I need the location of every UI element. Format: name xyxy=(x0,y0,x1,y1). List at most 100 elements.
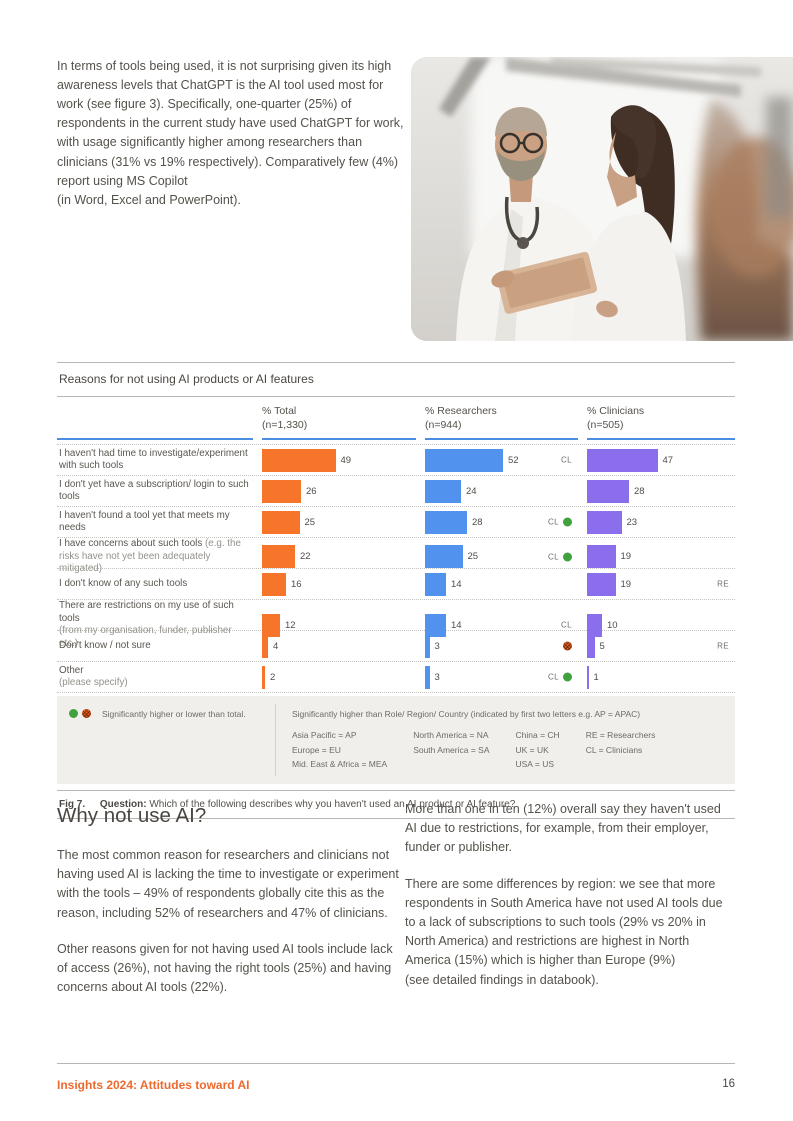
bar-cell: 1 xyxy=(587,662,735,692)
body-paragraph: Other reasons given for not having used … xyxy=(57,941,393,995)
figure-number: Fig 7. xyxy=(59,798,86,810)
row-label-note: (from my organisation, funder, publisher… xyxy=(59,625,232,649)
bar-value: 14 xyxy=(451,578,462,590)
legend-column: RE = Researchers CL = Clinicians xyxy=(586,728,656,772)
intro-paragraph: In terms of tools being used, it is not … xyxy=(57,58,404,207)
bar xyxy=(262,479,301,503)
column-header-total: % Total (n=1,330) xyxy=(262,397,416,440)
bar-cell: 5 RE xyxy=(587,631,735,661)
bar xyxy=(425,545,463,569)
legend-abbreviation: USA = US xyxy=(515,759,555,769)
bar-cell: 23 xyxy=(587,507,735,537)
legend-divider xyxy=(275,704,276,776)
bar-value: 49 xyxy=(340,454,352,466)
bar-cell: 16 xyxy=(262,569,416,599)
bar xyxy=(587,510,622,534)
legend-abbreviation: Europe = EU xyxy=(292,744,341,755)
higher-dot-icon xyxy=(563,672,572,682)
chart-row: I haven't had time to investigate/experi… xyxy=(57,444,735,475)
legend-abbreviations-title: Significantly higher than Role/ Region/ … xyxy=(292,709,641,719)
bar-cell: 52 CL xyxy=(425,445,578,475)
row-label: I don't yet have a subscription/ login t… xyxy=(59,478,249,503)
bar-value: 14 xyxy=(451,619,462,631)
bar xyxy=(425,613,446,637)
sig-letters: RE xyxy=(717,579,729,589)
divider xyxy=(57,396,735,397)
bar-cell: 14 xyxy=(425,569,578,599)
bar xyxy=(262,634,268,658)
bar-value: 3 xyxy=(434,671,440,683)
sig-marker: CL xyxy=(561,621,572,630)
legend-significance-text: Significantly higher or lower than total… xyxy=(102,709,246,719)
bar-cell: 25 xyxy=(262,507,416,537)
row-label: Other (please specify) xyxy=(57,665,253,690)
bar-value: 10 xyxy=(607,619,618,631)
bar-cell: 26 xyxy=(262,476,416,506)
bar xyxy=(425,665,430,689)
bar-cell: 28 CL xyxy=(425,507,578,537)
bar-value: 25 xyxy=(467,551,479,563)
bar-cell: 19 xyxy=(587,538,735,576)
why-right-column: More than one in ten (12%) overall say t… xyxy=(405,800,735,1014)
question-text: Which of the following describes why you… xyxy=(149,798,516,810)
bar-cell: 47 xyxy=(587,445,735,475)
sig-marker: CL xyxy=(548,517,572,527)
bar-value: 16 xyxy=(291,578,302,590)
page-footer: Insights 2024: Attitudes toward AI 16 xyxy=(57,1063,735,1092)
bar-cell: 3 CL xyxy=(425,662,578,692)
sig-marker: CL xyxy=(547,552,572,562)
tablet xyxy=(496,251,598,314)
chart-column-headers: % Total (n=1,330) % Researchers (n=944) … xyxy=(57,397,735,440)
bar-cell: 19 RE xyxy=(587,569,735,599)
sig-marker xyxy=(563,641,572,651)
row-label: I haven't had time to investigate/experi… xyxy=(59,447,248,472)
higher-dot-icon xyxy=(69,709,78,718)
row-label: I haven't found a tool yet that meets my… xyxy=(59,509,230,534)
legend-column: China = CH UK = UK USA = US xyxy=(516,728,560,772)
legend-abbreviation: South America = SA xyxy=(413,744,490,755)
report-title: Insights 2024: Attitudes toward AI xyxy=(57,1078,250,1092)
chart-row: I don't know of any such tools 16 14 19 RE xyxy=(57,568,735,599)
bar xyxy=(262,613,280,637)
bar xyxy=(425,634,430,658)
legend-column: North America = NA South America = SA xyxy=(413,728,489,772)
bar-value: 2 xyxy=(270,671,276,683)
sig-letters: CL xyxy=(547,672,559,682)
sig-marker: RE xyxy=(717,642,729,651)
bar xyxy=(587,665,589,689)
bar-value: 1 xyxy=(593,671,599,683)
chart-row: Other (please specify) 2 3 CL 1 xyxy=(57,661,735,693)
legend-abbreviation: CL = Clinicians xyxy=(585,744,643,755)
lower-dot-icon xyxy=(563,641,572,651)
bar-cell: 2 xyxy=(262,662,416,692)
bar xyxy=(262,665,265,689)
legend-abbreviation: Asia Pacific = AP xyxy=(292,730,357,740)
bar-value: 24 xyxy=(466,485,477,497)
figure-caption: Fig 7. Question: Which of the following … xyxy=(57,789,735,819)
chart-title: Reasons for not using AI products or AI … xyxy=(59,372,314,386)
bar xyxy=(587,613,602,637)
bar xyxy=(587,634,595,658)
bar xyxy=(262,572,286,596)
chart-row: Don't know / not sure 4 3 5 RE xyxy=(57,630,735,661)
doctors-photo-illustration xyxy=(411,57,793,341)
legend-significance: Significantly higher or lower than total… xyxy=(57,696,275,784)
sig-marker: CL xyxy=(561,456,572,465)
sig-letters: CL xyxy=(547,552,559,562)
sig-marker: RE xyxy=(717,580,729,589)
bar-value: 19 xyxy=(620,578,632,590)
bar-cell: 12 xyxy=(262,600,416,650)
section-heading: Why not use AI? xyxy=(57,804,207,827)
bar-value: 52 xyxy=(508,454,519,466)
bar-value: 3 xyxy=(434,640,440,652)
bar-cell: 10 xyxy=(587,600,735,650)
bar xyxy=(587,572,616,596)
why-not-use-ai-section: Why not use AI? The most common reason f… xyxy=(57,800,735,1014)
bar-value: 47 xyxy=(662,454,674,466)
bar-cell: 22 xyxy=(262,538,416,576)
blurred-foreground-person xyxy=(696,97,793,341)
higher-dot-icon xyxy=(563,517,572,527)
legend-abbreviations: Significantly higher than Role/ Region/ … xyxy=(276,696,735,784)
bar-value: 5 xyxy=(599,640,605,652)
row-label: I don't know of any such tools xyxy=(59,577,188,589)
